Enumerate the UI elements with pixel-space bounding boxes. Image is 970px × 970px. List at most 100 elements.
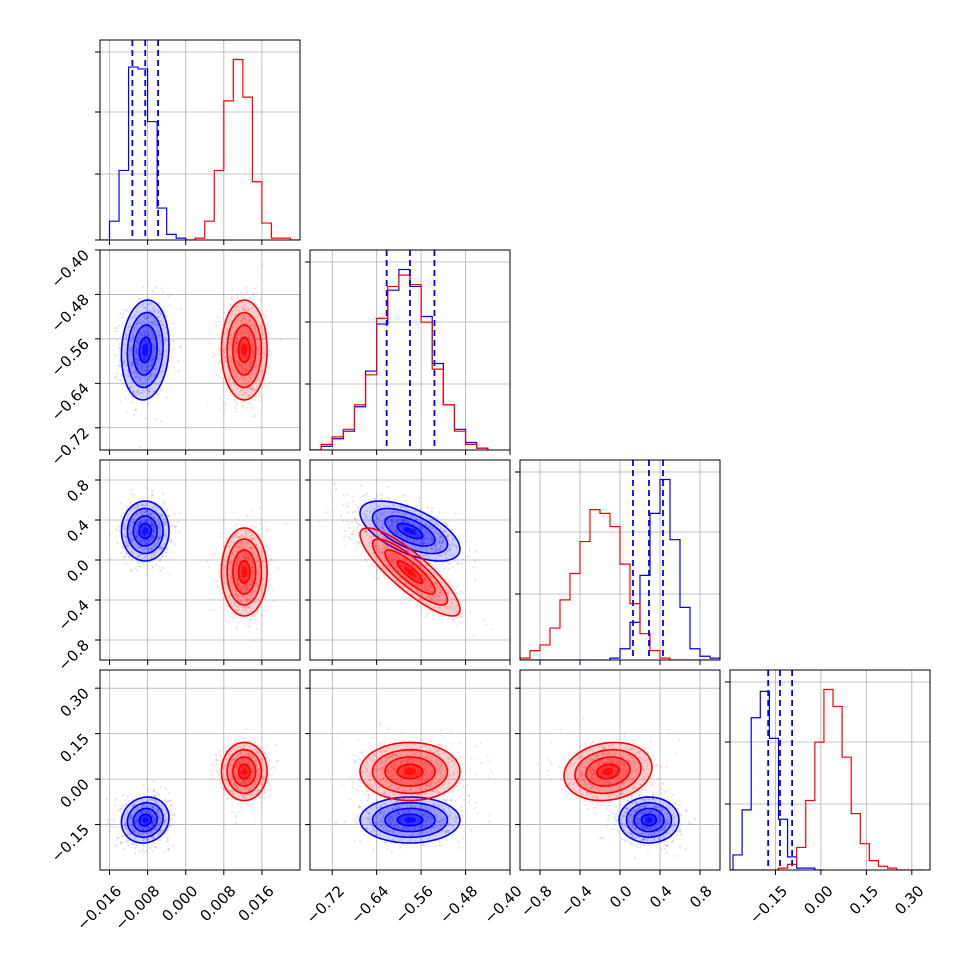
scatter-point [270,558,273,561]
scatter-point [164,531,167,534]
scatter-point [145,509,148,512]
scatter-point [141,504,144,507]
scatter-point [405,553,409,557]
scatter-point [402,512,405,515]
scatter-point [114,376,117,379]
scatter-point [395,532,398,535]
scatter-point [157,525,160,528]
scatter-point [224,356,227,359]
scatter-point [352,511,355,514]
scatter-point [363,512,366,516]
scatter-point [139,540,142,543]
scatter-point [235,572,238,575]
scatter-point [222,545,225,548]
scatter-point [239,558,242,561]
scatter-point [405,577,408,580]
scatter-point [127,843,130,846]
scatter-point [263,342,267,345]
scatter-point [459,592,462,596]
density-contour [138,522,152,540]
scatter-point [365,530,369,533]
scatter-point [136,342,139,345]
panel-2-0 [95,459,301,665]
scatter-point [145,518,148,521]
scatter-point [146,317,149,320]
scatter-point [435,591,438,595]
scatter-point [137,524,140,527]
scatter-point [162,517,165,521]
scatter-point [234,321,237,324]
scatter-point [135,536,138,539]
scatter-point [147,354,150,357]
scatter-point [453,597,456,601]
scatter-point [365,524,368,528]
scatter-point [247,559,250,563]
scatter-point [469,610,472,613]
scatter-point [438,532,441,536]
scatter-point [179,308,183,311]
scatter-point [241,405,244,408]
scatter-point [241,389,244,392]
density-fill [142,527,149,535]
scatter-point [439,547,442,550]
scatter-point [430,518,433,521]
scatter-point [248,546,252,550]
scatter-point [435,516,438,519]
scatter-point [235,583,239,586]
scatter-point [396,532,399,535]
scatter-point [139,541,142,544]
scatter-point [376,518,380,521]
scatter-point [429,539,432,542]
scatter-point [163,523,166,527]
scatter-point [418,501,421,504]
scatter-point [130,539,133,542]
scatter-point [386,545,389,549]
scatter-point [238,583,241,586]
scatter-point [230,338,234,341]
scatter-point [239,390,242,393]
scatter-point [394,565,397,569]
scatter-point [154,319,157,323]
scatter-point [435,548,438,551]
scatter-point [229,567,232,570]
scatter-point [251,589,254,592]
scatter-point [251,349,254,352]
scatter-point [240,543,243,546]
scatter-point [349,538,352,541]
scatter-point [138,383,141,386]
scatter-point [249,394,252,397]
scatter-point [244,371,247,374]
scatter-point [171,818,174,821]
scatter-point [152,343,156,346]
scatter-point [241,364,244,367]
scatter-point [130,381,133,384]
scatter-point [128,527,131,530]
scatter-point [169,805,172,808]
scatter-point [248,606,251,609]
panel-2-1 [305,459,511,665]
scatter-point [241,586,244,589]
scatter-point [124,308,127,312]
scatter-point [239,569,242,572]
scatter-point [402,519,405,522]
scatter-point [140,384,143,387]
scatter-point [438,553,441,557]
scatter-point [164,534,167,537]
scatter-point [163,851,166,854]
scatter-point [381,549,385,552]
scatter-point [358,523,361,526]
scatter-point [233,330,236,333]
scatter-point [154,526,157,530]
scatter-point [443,552,447,555]
scatter-point [426,595,429,598]
scatter-point [427,594,430,597]
scatter-point [250,347,253,350]
scatter-point [387,497,390,500]
scatter-point [151,512,154,515]
scatter-point [136,523,140,526]
scatter-point [132,538,135,541]
scatter-point [425,522,428,526]
scatter-point [398,557,401,561]
scatter-point [135,351,138,354]
scatter-point [413,527,416,530]
